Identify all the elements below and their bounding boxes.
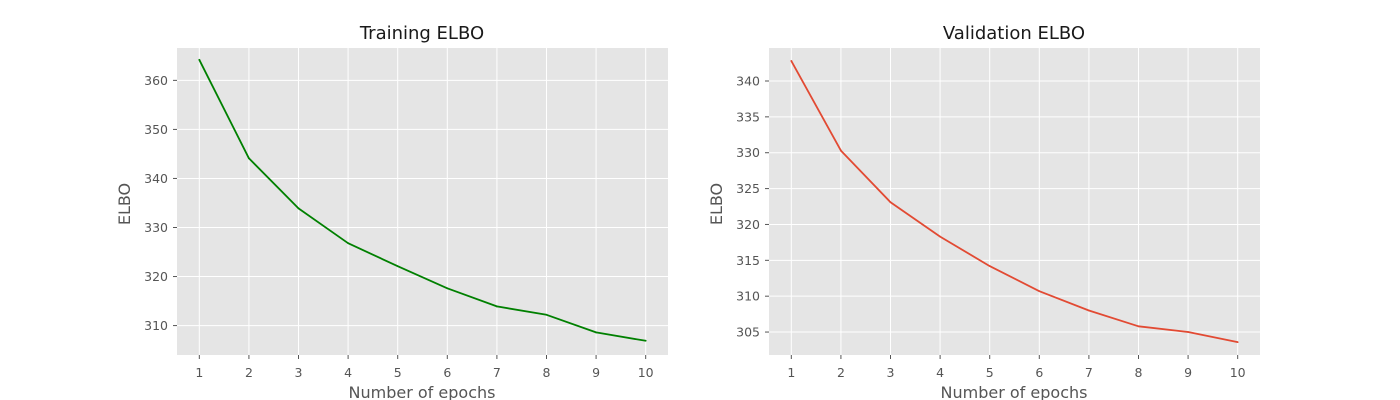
data-point: [1187, 331, 1189, 333]
x-tick-label: 6: [1035, 365, 1043, 380]
y-tick-label: 350: [144, 122, 168, 137]
x-tick-label: 7: [493, 365, 501, 380]
data-point: [545, 313, 548, 316]
x-tick-label: 9: [592, 365, 600, 380]
x-tick-label: 5: [394, 365, 402, 380]
y-tick-label: 315: [736, 253, 760, 268]
y-tick-label: 330: [736, 145, 760, 160]
y-tick-label: 310: [736, 289, 760, 304]
data-point: [988, 265, 991, 267]
y-tick-label: 320: [144, 269, 168, 284]
data-point: [495, 305, 498, 308]
data-point: [446, 287, 449, 290]
data-point: [595, 331, 597, 334]
axis-ticks: 1 2 3 4 5 6 7 8 9 10 310 320 330 340 350 360: [144, 73, 654, 380]
y-tick-label: 305: [736, 325, 760, 340]
data-point: [347, 242, 350, 245]
data-point: [297, 207, 300, 210]
y-tick-label: 340: [736, 73, 760, 88]
x-axis-label: Number of epochs: [349, 383, 496, 400]
y-tick-label: 330: [144, 220, 168, 235]
chart-title: Validation ELBO: [943, 23, 1085, 44]
x-tick-label: 3: [887, 365, 895, 380]
x-tick-label: 9: [1184, 365, 1192, 380]
x-tick-label: 7: [1085, 365, 1093, 380]
y-axis-label: ELBO: [707, 183, 726, 225]
axis-ticks: 1 2 3 4 5 6 7 8 9 10 305 310 315 320 325 330 335 340: [736, 73, 1246, 380]
y-axis-label: ELBO: [115, 183, 134, 225]
x-tick-label: 8: [1135, 365, 1143, 380]
data-point: [248, 157, 250, 160]
x-tick-label: 1: [195, 365, 203, 380]
chart-training-elbo: 1 2 3 4 5 6 7 8 9 10 310 320 330 340 350 360 Training E…: [115, 23, 668, 400]
x-tick-label: 1: [787, 365, 795, 380]
gridlines: [769, 48, 1260, 355]
data-point: [1038, 290, 1041, 293]
series-line: [790, 60, 1238, 343]
x-tick-label: 2: [837, 365, 845, 380]
x-tick-label: 3: [295, 365, 303, 380]
data-point: [1087, 309, 1090, 312]
data-point: [1236, 341, 1239, 343]
y-tick-label: 360: [144, 73, 168, 88]
data-point: [644, 339, 647, 342]
plot-area-background: [769, 48, 1260, 355]
x-tick-label: 4: [344, 365, 352, 380]
y-tick-label: 340: [144, 171, 168, 186]
data-point: [1137, 325, 1140, 328]
y-tick-label: 325: [736, 181, 760, 196]
data-point: [198, 58, 201, 61]
x-tick-label: 4: [936, 365, 944, 380]
data-point: [396, 265, 399, 268]
x-tick-label: 2: [245, 365, 253, 380]
x-tick-label: 10: [1230, 365, 1246, 380]
series-layer: [198, 58, 647, 342]
data-point: [790, 60, 793, 62]
chart-validation-elbo: 1 2 3 4 5 6 7 8 9 10 305 310 315 320 325 330 335 340 Vali…: [707, 23, 1260, 400]
data-point: [889, 201, 892, 204]
x-tick-label: 10: [638, 365, 654, 380]
chart-title: Training ELBO: [359, 23, 484, 44]
x-tick-label: 6: [443, 365, 451, 380]
x-axis-label: Number of epochs: [941, 383, 1088, 400]
plot-area-background: [177, 48, 668, 355]
series-layer: [790, 60, 1239, 343]
gridlines: [177, 48, 668, 355]
y-tick-label: 335: [736, 109, 760, 124]
x-tick-label: 8: [543, 365, 551, 380]
x-tick-label: 5: [986, 365, 994, 380]
y-tick-label: 310: [144, 318, 168, 333]
series-line: [198, 59, 646, 342]
data-point: [939, 235, 942, 238]
data-point: [840, 149, 842, 152]
y-tick-label: 320: [736, 217, 760, 232]
